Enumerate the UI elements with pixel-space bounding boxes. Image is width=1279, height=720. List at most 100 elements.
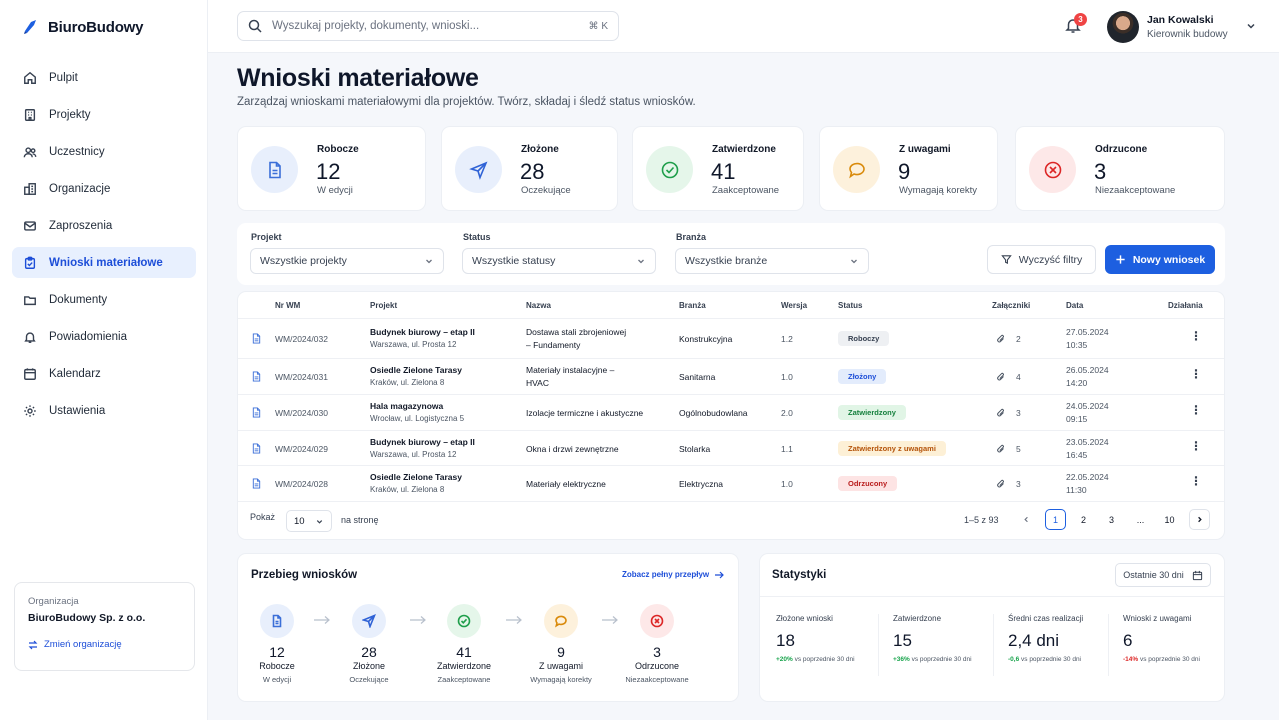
- organization-box: Organizacja BiuroBudowy Sp. z o.o. Zmień…: [14, 582, 195, 671]
- requests-table: Nr WM Projekt Nazwa Branża Wersja Status…: [237, 291, 1225, 540]
- request-number[interactable]: WM/2024/028: [275, 479, 328, 489]
- table-row[interactable]: WM/2024/032 Budynek biurowy – etap II Wa…: [238, 318, 1224, 358]
- project-name: Osiedle Zielone Tarasy: [370, 472, 462, 482]
- user-name[interactable]: Jan Kowalski: [1147, 14, 1214, 26]
- calendar-icon: [1192, 570, 1202, 580]
- search-input[interactable]: Wyszukaj projekty, dokumenty, wnioski...…: [237, 11, 619, 41]
- sidebar-item-projekty[interactable]: Projekty: [12, 99, 196, 130]
- table-row[interactable]: WM/2024/028 Osiedle Zielone Tarasy Krakó…: [238, 465, 1224, 501]
- table-row[interactable]: WM/2024/031 Osiedle Zielone Tarasy Krakó…: [238, 358, 1224, 394]
- row-actions-menu-icon[interactable]: ⋮: [1190, 403, 1202, 417]
- column-header-project[interactable]: Projekt: [370, 301, 398, 310]
- arrow-right-icon: [602, 616, 618, 624]
- project-filter-select[interactable]: Wszystkie projekty: [250, 248, 444, 274]
- clear-filters-button[interactable]: Wyczyść filtry: [987, 245, 1096, 274]
- app-logo[interactable]: BiuroBudowy: [22, 18, 143, 36]
- page-button-10[interactable]: 10: [1164, 514, 1175, 525]
- column-header-date[interactable]: Data: [1066, 301, 1084, 310]
- stat-card-robocze[interactable]: Robocze 12 W edycji: [237, 126, 426, 211]
- stat-card-zatwierdzone[interactable]: Zatwierdzone 41 Zaakceptowane: [632, 126, 804, 211]
- project-filter-label: Projekt: [251, 232, 282, 242]
- status-filter-select[interactable]: Wszystkie statusy: [462, 248, 656, 274]
- table-row[interactable]: WM/2024/029 Budynek biurowy – etap II Wa…: [238, 430, 1224, 465]
- filters-bar: Projekt Wszystkie projekty Status Wszyst…: [237, 223, 1225, 285]
- stat-card-zlozone[interactable]: Złożone 28 Oczekujące: [441, 126, 618, 211]
- flow-step-label: Z uwagami: [538, 661, 583, 671]
- project-address: Kraków, ul. Zielona 8: [370, 378, 445, 387]
- stat-card-z-uwagami[interactable]: Z uwagami 9 Wymagają korekty: [819, 126, 998, 211]
- sidebar-item-powiadomienia[interactable]: Powiadomienia: [12, 321, 196, 352]
- page-size-select[interactable]: 10: [286, 510, 332, 532]
- gear-icon: [24, 404, 36, 417]
- metric-change-value: -0,6: [1008, 656, 1020, 663]
- chevron-down-icon[interactable]: [1245, 20, 1257, 32]
- row-actions-menu-icon[interactable]: ⋮: [1190, 329, 1202, 343]
- sidebar-item-wnioski-materialowe[interactable]: Wnioski materiałowe: [12, 247, 196, 278]
- status-badge: Odrzucony: [838, 476, 898, 491]
- page-button-1[interactable]: 1: [1045, 509, 1066, 530]
- users-icon: [23, 146, 37, 157]
- row-actions-menu-icon[interactable]: ⋮: [1190, 439, 1202, 453]
- page-button-3[interactable]: 3: [1108, 514, 1114, 525]
- sidebar-item-dokumenty[interactable]: Dokumenty: [12, 284, 196, 315]
- row-actions-menu-icon[interactable]: ⋮: [1190, 474, 1202, 488]
- avatar[interactable]: [1107, 11, 1139, 43]
- branch: Stolarka: [679, 444, 711, 454]
- date-range-select[interactable]: Ostatnie 30 dni: [1115, 563, 1211, 587]
- version: 1.2: [781, 334, 793, 344]
- sidebar-item-uczestnicy[interactable]: Uczestnicy: [12, 136, 196, 167]
- request-number[interactable]: WM/2024/030: [275, 408, 328, 418]
- notifications-badge: 3: [1074, 13, 1087, 26]
- stat-icon-circle: [455, 146, 502, 193]
- view-full-flow-link[interactable]: Zobacz pełny przepływ: [622, 570, 724, 579]
- row-actions-menu-icon[interactable]: ⋮: [1190, 367, 1202, 381]
- column-header-name[interactable]: Nazwa: [526, 301, 551, 310]
- sidebar-item-organizacje[interactable]: Organizacje: [12, 173, 196, 204]
- new-request-button[interactable]: Nowy wniosek: [1105, 245, 1215, 274]
- sidebar-item-label: Powiadomienia: [49, 330, 127, 343]
- flow-step-circle: [640, 604, 674, 638]
- sidebar-item-zaproszenia[interactable]: Zaproszenia: [12, 210, 196, 241]
- flow-step-description: W edycji: [262, 675, 292, 684]
- metric-label: Wnioski z uwagami: [1123, 614, 1192, 623]
- branch-filter-select[interactable]: Wszystkie branże: [675, 248, 869, 274]
- table-row[interactable]: WM/2024/030 Hala magazynowa Wrocław, ul.…: [238, 394, 1224, 430]
- metric-change-suffix: vs poprzednie 30 dni: [1140, 656, 1200, 663]
- column-header-attachments[interactable]: Załączniki: [992, 301, 1031, 310]
- stat-icon-circle: [833, 146, 880, 193]
- request-name: Dostawa stali zbrojeniowej: [526, 327, 627, 337]
- stat-card-odrzucone[interactable]: Odrzucone 3 Niezaakceptowane: [1015, 126, 1225, 211]
- request-number[interactable]: WM/2024/029: [275, 444, 328, 454]
- flow-step-zatwierdzone: 41 Zatwierdzone Zaakceptowane: [424, 604, 504, 684]
- branch: Konstrukcyjna: [679, 334, 733, 344]
- prev-page-button[interactable]: [1016, 509, 1037, 530]
- sidebar-item-label: Dokumenty: [49, 293, 108, 306]
- change-organization-link[interactable]: Zmień organizację: [28, 639, 181, 650]
- time: 11:30: [1066, 485, 1087, 495]
- document-icon: [252, 443, 261, 454]
- date-range-value: Ostatnie 30 dni: [1123, 570, 1184, 580]
- sidebar-item-kalendarz[interactable]: Kalendarz: [12, 358, 196, 389]
- flow-step-zlozone: 28 Złożone Oczekujące: [329, 604, 409, 684]
- organization-label: Organizacja: [28, 596, 79, 607]
- new-request-label: Nowy wniosek: [1132, 253, 1206, 266]
- sidebar-item-pulpit[interactable]: Pulpit: [12, 62, 196, 93]
- stat-label: Robocze: [317, 144, 359, 155]
- request-number[interactable]: WM/2024/032: [275, 334, 328, 344]
- document-icon: [252, 371, 261, 382]
- column-header-status[interactable]: Status: [838, 301, 863, 310]
- flow-step-description: Zaakceptowane: [437, 675, 491, 684]
- column-header-branch[interactable]: Branża: [679, 301, 706, 310]
- next-page-button[interactable]: [1189, 509, 1210, 530]
- flow-title: Przebieg wniosków: [251, 569, 358, 581]
- chevron-down-icon: [426, 259, 432, 264]
- column-header-version[interactable]: Wersja: [781, 301, 808, 310]
- request-name: Izolacje termiczne i akustyczne: [526, 408, 644, 418]
- paperclip-icon: [997, 334, 1004, 343]
- sidebar-item-ustawienia[interactable]: Ustawienia: [12, 395, 196, 426]
- column-header-nr[interactable]: Nr WM: [275, 301, 301, 310]
- flow-step-value: 12: [269, 644, 285, 660]
- page-button-2[interactable]: 2: [1080, 514, 1086, 525]
- request-number[interactable]: WM/2024/031: [275, 372, 328, 382]
- metric-value: 2,4 dni: [1008, 631, 1060, 650]
